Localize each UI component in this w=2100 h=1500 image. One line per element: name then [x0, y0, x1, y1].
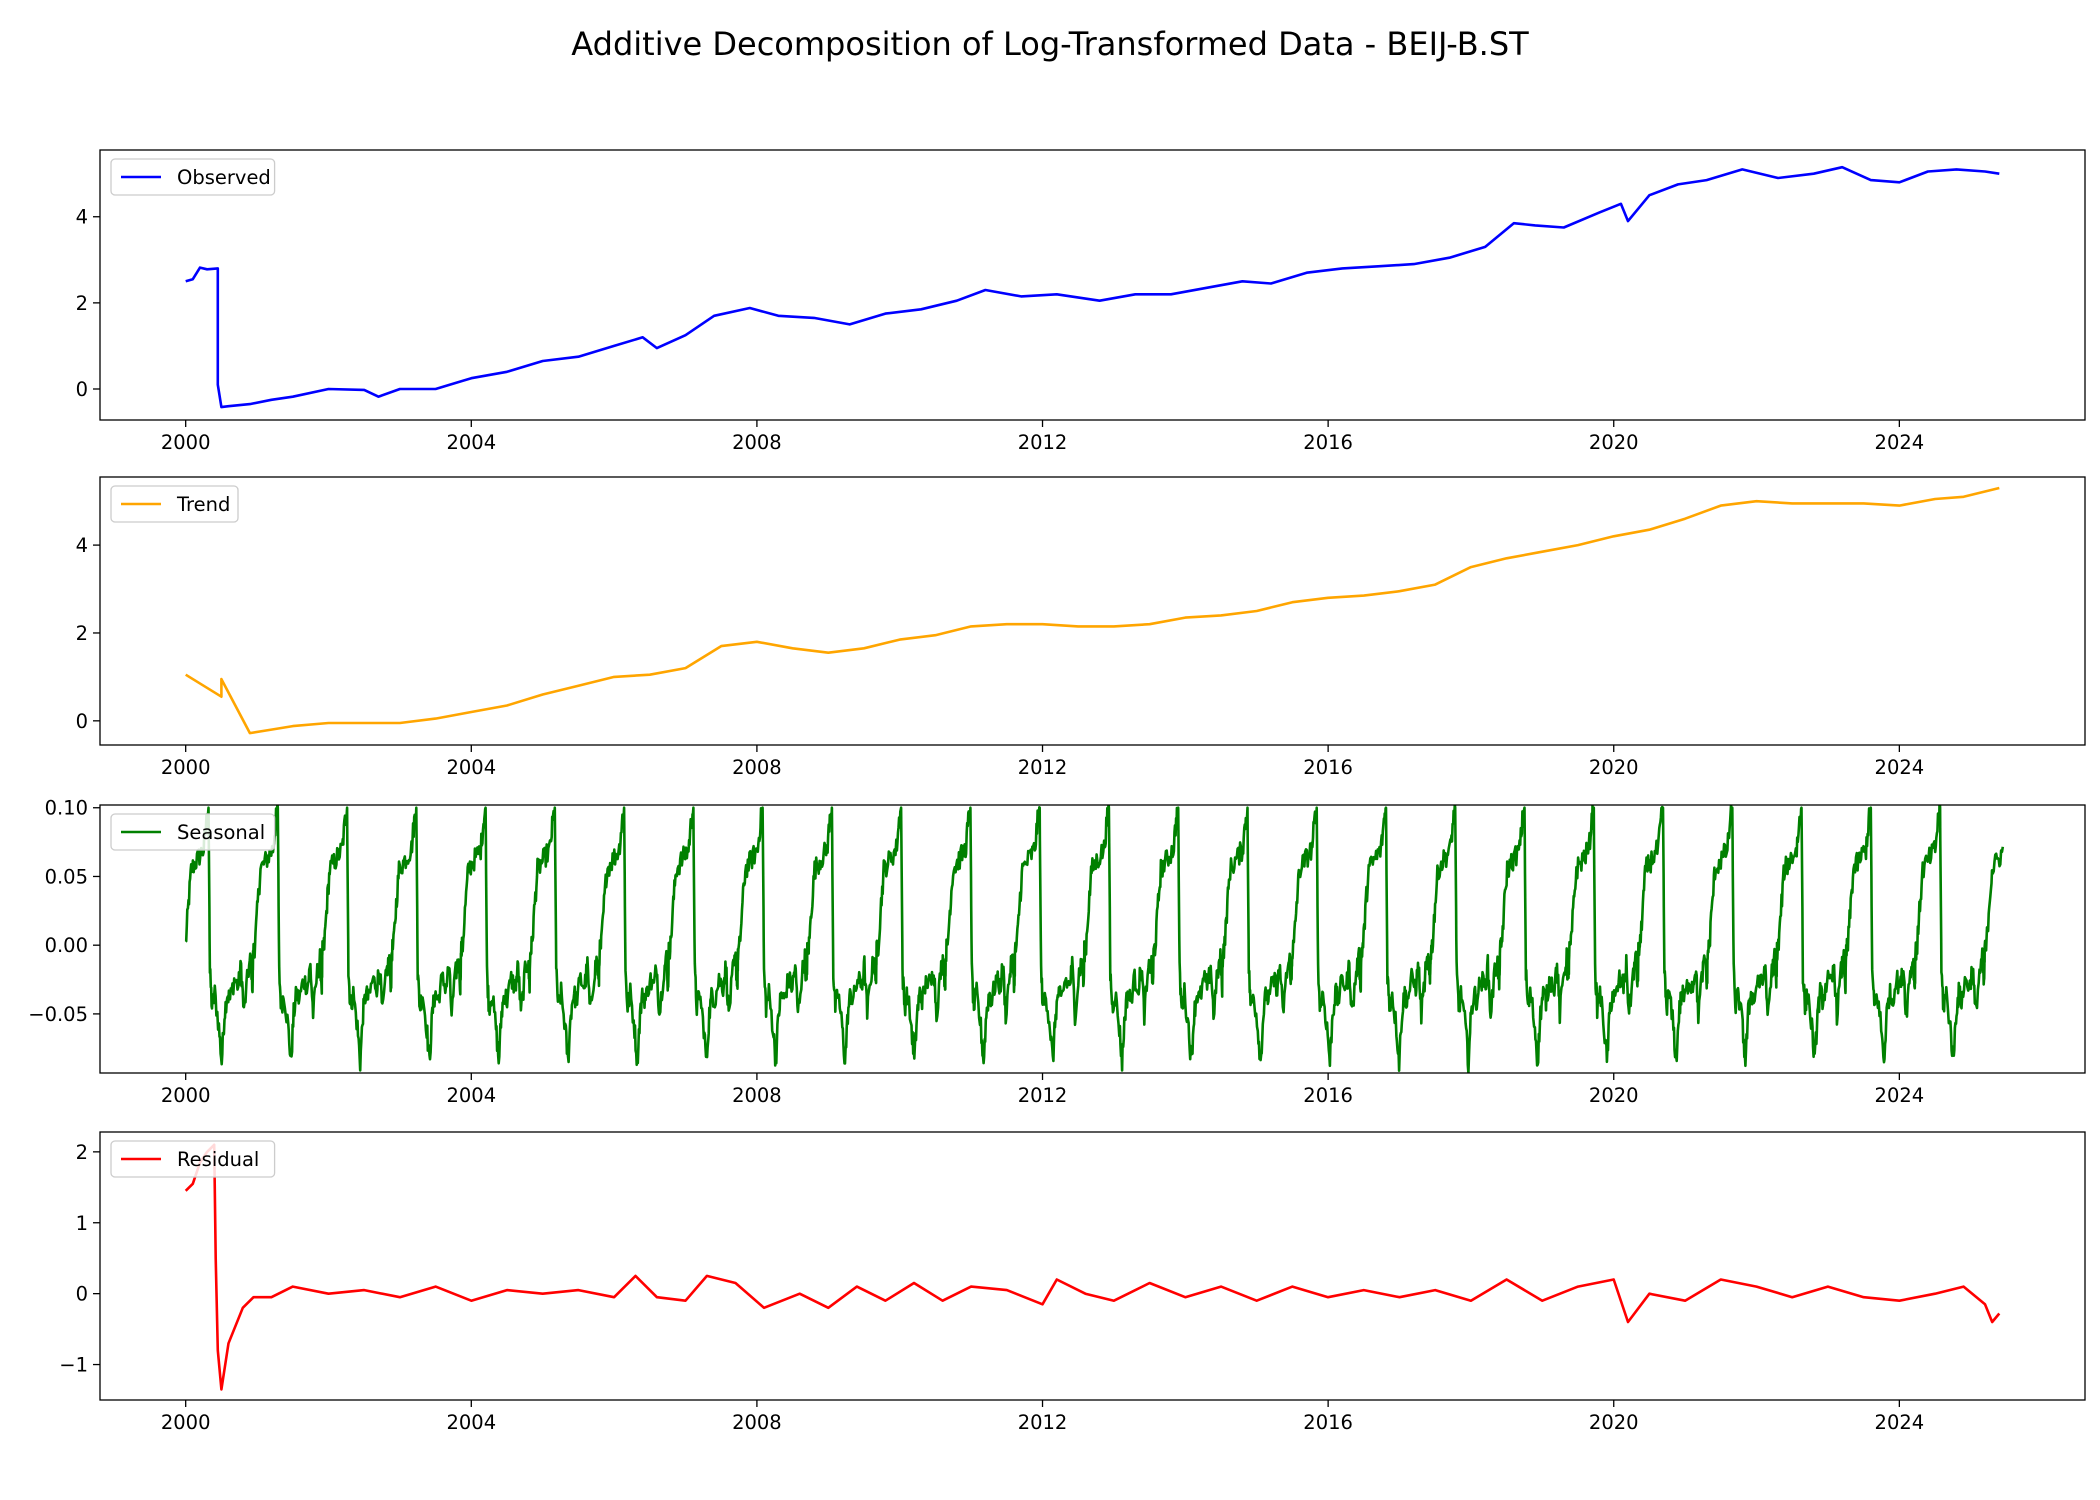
trend-y-tick-label: 0 [76, 710, 88, 733]
trend-x-tick-label: 2008 [732, 756, 782, 779]
seasonal-x-tick-label: 2008 [732, 1084, 782, 1107]
residual-y-tick-label: −1 [59, 1354, 88, 1377]
residual-y-tick-label: 2 [76, 1141, 88, 1164]
seasonal-x-tick-label: 2020 [1589, 1084, 1639, 1107]
trend-legend-label: Trend [176, 493, 230, 516]
seasonal-y-tick-label: 0.10 [45, 797, 88, 820]
observed-y-tick-label: 0 [76, 378, 88, 401]
trend-series-line [185, 486, 2000, 735]
residual-axes-frame [99, 1131, 2086, 1401]
panel-observed: 2000 2004 2008 2012 2016 2020 2024 0 2 4 Observed [76, 149, 2086, 454]
trend-x-tick-label: 2000 [161, 756, 211, 779]
residual-x-tick-label: 2012 [1018, 1411, 1068, 1434]
seasonal-x-tick-label: 2024 [1875, 1084, 1925, 1107]
figure-title: Additive Decomposition of Log-Transforme… [571, 25, 1529, 63]
residual-legend-label: Residual [177, 1148, 259, 1171]
trend-x-tick-label: 2020 [1589, 756, 1639, 779]
observed-legend-label: Observed [177, 166, 271, 189]
observed-x-tick-label: 2000 [161, 431, 211, 454]
seasonal-x-tick-label: 2000 [161, 1084, 211, 1107]
observed-y-tick-label: 2 [76, 292, 88, 315]
seasonal-y-tick-label: 0.05 [45, 865, 88, 888]
seasonal-x-tick-label: 2016 [1303, 1084, 1353, 1107]
observed-axes-frame [99, 149, 2086, 421]
panel-residual: 2000 2004 2008 2012 2016 2020 2024 −1 0 1 2 Residua… [59, 1131, 2086, 1434]
residual-x-tick-label: 2024 [1875, 1411, 1925, 1434]
observed-x-tick-label: 2004 [446, 431, 496, 454]
observed-x-tick-label: 2024 [1875, 431, 1925, 454]
observed-x-tick-label: 2008 [732, 431, 782, 454]
observed-series-line [185, 165, 2000, 409]
seasonal-y-tick-label: 0.00 [45, 934, 88, 957]
residual-legend: Residual [110, 1140, 276, 1178]
trend-x-tick-label: 2024 [1875, 756, 1925, 779]
residual-x-tick-label: 2008 [732, 1411, 782, 1434]
trend-y-tick-label: 2 [76, 622, 88, 645]
residual-x-tick-label: 2020 [1589, 1411, 1639, 1434]
residual-y-tick-label: 0 [76, 1283, 88, 1306]
trend-y-tick-label: 4 [76, 534, 88, 557]
observed-x-tick-label: 2020 [1589, 431, 1639, 454]
trend-x-tick-label: 2012 [1018, 756, 1068, 779]
residual-x-tick-label: 2000 [161, 1411, 211, 1434]
seasonal-x-tick-label: 2012 [1018, 1084, 1068, 1107]
panel-trend: 2000 2004 2008 2012 2016 2020 2024 0 2 4 Trend [76, 476, 2086, 779]
seasonal-x-tick-label: 2004 [446, 1084, 496, 1107]
observed-x-tick-label: 2016 [1303, 431, 1353, 454]
observed-x-tick-label: 2012 [1018, 431, 1068, 454]
panel-seasonal: 2000 2004 2008 2012 2016 2020 2024 −0.05 0.00 0.0… [28, 797, 2086, 1107]
residual-x-tick-label: 2004 [446, 1411, 496, 1434]
seasonal-axes-frame [99, 804, 2086, 1074]
trend-axes-frame [99, 476, 2086, 746]
observed-legend: Observed [110, 158, 276, 196]
residual-series-line [184, 1143, 2001, 1391]
seasonal-series-line [184, 805, 2005, 1073]
trend-x-tick-label: 2016 [1303, 756, 1353, 779]
trend-legend: Trend [110, 485, 239, 523]
seasonal-legend-label: Seasonal [177, 821, 265, 844]
seasonal-legend: Seasonal [110, 813, 276, 851]
residual-x-tick-label: 2016 [1303, 1411, 1353, 1434]
trend-x-tick-label: 2004 [446, 756, 496, 779]
observed-y-tick-label: 4 [76, 206, 88, 229]
residual-y-tick-label: 1 [76, 1212, 88, 1235]
seasonal-y-tick-label: −0.05 [28, 1003, 88, 1026]
